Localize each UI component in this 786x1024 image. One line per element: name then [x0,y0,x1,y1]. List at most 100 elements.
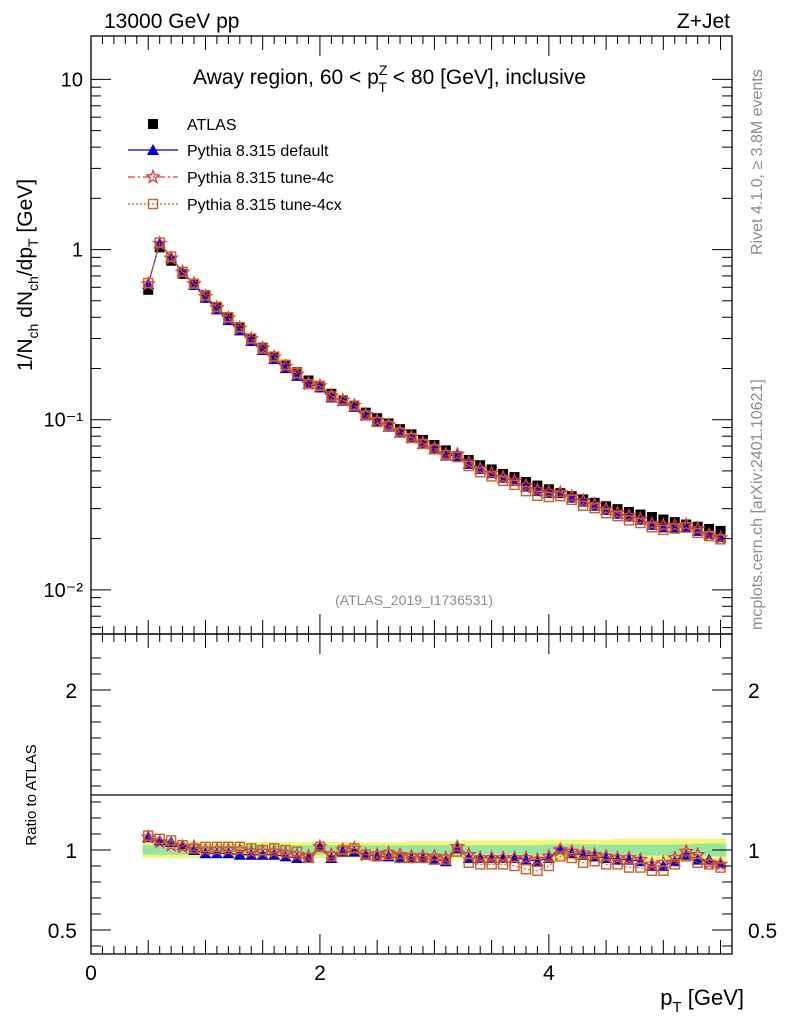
ratio-point-tune4c [426,848,443,864]
title-part-1: Away region, 60 < p [193,66,379,89]
ratio-data-marks [140,828,729,876]
point-tune4cx [589,502,600,514]
point-tune4cx [555,491,566,502]
point-tune4cx [692,527,703,539]
analysis-id: (ATLAS_2019_I1736531) [335,592,493,608]
ratio-point-tune4cx [646,865,658,876]
main-panel: 10 1 10⁻¹ 10⁻² Away region, 60 < pZ T < 80 [… [14,35,733,635]
energy-label: 13000 GeV pp [104,10,239,33]
point-tune4cx [520,485,532,497]
ratio-point-tune4cx [715,862,726,873]
point-tune4cx [646,522,658,533]
point-tune4cx [383,420,394,432]
svg-text:1/Nch dNch/dpT [GeV]: 1/Nch dNch/dpT [GeV] [14,179,41,371]
ratio-point-tune4cx [337,844,349,856]
x-axis-label: pT [GeV] [660,985,744,1016]
ratio-point-tune4cx [532,865,543,876]
point-tune4cx [200,289,211,301]
ratio-point-tune4c [575,844,592,860]
ratio-point-tune4cx [635,862,646,873]
point-tune4cx [715,534,726,545]
point-tune4c [552,484,569,500]
point-tune4c [506,472,523,488]
ratio-point-tune4c [563,843,580,859]
main-x-ticks [90,36,722,634]
ratio-point-tune4cx [177,840,188,851]
ratio-point-tune4cx [440,854,452,865]
point-tune4cx [349,400,360,411]
legend-label-tune4c: Pythia 8.315 tune-4c [187,170,334,187]
point-tune4cx [234,321,246,333]
ratio-point-tune4cx [257,844,268,856]
x-tick-label: 4 [543,962,555,985]
point-tune4cx [188,278,200,289]
ratio-point-tune4cx [165,835,177,846]
legend-label-atlas: ATLAS [187,117,237,134]
point-tune4c [632,510,649,526]
point-tune4cx [337,395,349,406]
point-tune4c [495,469,512,485]
point-tune4c [529,481,546,497]
ratio-point-tune4c [666,849,683,865]
x-tick-label: 2 [314,962,326,985]
point-tune4cx [486,471,497,482]
legend: ATLAS Pythia 8.315 default Pythia 8.315 tu… [128,117,342,214]
ratio-point-tune4cx [486,859,497,870]
point-tune4cx [417,438,429,450]
point-tune4cx [474,467,486,478]
process-label: Z+Jet [677,10,730,33]
ratio-point-tune4c [541,848,557,864]
ratio-point-tune4cx [303,852,314,864]
ratio-point-tune4cx [577,857,589,868]
point-tune4cx [623,515,635,526]
ratio-point-tune4c [689,846,706,862]
point-tune4c [483,464,500,480]
point-tune4cx [246,333,257,344]
ratio-point-tune4cx [280,844,291,856]
ratio-point-tune4cx [360,849,371,860]
point-tune4cx [543,491,555,503]
ratio-point-tune4cx [200,841,211,852]
ratio-point-tune4cx [555,851,566,862]
y-tick-label: 1 [72,240,83,262]
rivet-label: Rivet 4.1.0, ≥ 3.8M events [749,69,766,255]
ratio-point-tune4c [518,849,534,865]
ratio-point-tune4cx [658,865,669,876]
mcplots-label: mcplots.cern.ch [arXiv:2401.10621] [749,379,766,630]
point-tune4cx [154,237,165,248]
point-tune4cx [165,251,177,262]
ratio-point-tune4cx [394,852,406,864]
title-sub: T [378,79,387,95]
point-tune4cx [532,490,543,502]
ratio-point-tune4c [621,849,637,865]
y-tick-label: 10⁻¹ [44,410,84,432]
point-tune4cx [612,510,623,522]
series-line-tune4c [147,242,721,539]
ratio-point-tune4cx [543,860,555,872]
ratio-point-tune4cx [692,857,703,868]
point-tune4cx [394,427,406,438]
ratio-point-tune4c [712,856,729,872]
point-tune4cx [143,277,154,289]
ratio-point-tune4cx [497,859,509,870]
ratio-point-tune4cx [268,843,280,854]
x-tick-label: 0 [85,962,97,985]
ratio-point-tune4c [644,856,660,872]
ratio-point-tune4cx [681,851,692,862]
point-tune4c [540,483,557,499]
point-tune4cx [635,517,646,529]
ratio-point-tune4cx [234,841,246,852]
ratio-y-ticks: 0.5 0.5 1 1 2 2 [48,657,777,947]
legend-marker-atlas [148,119,158,129]
point-tune4cx [268,351,280,362]
legend-marker-tune4c [145,168,161,184]
ratio-point-tune4cx [520,864,532,875]
ratio-x-ticks: 0 2 4 [85,634,722,985]
point-tune4cx [314,380,326,392]
point-tune4cx [291,367,303,379]
point-tune4c [472,460,489,476]
series-line-tune4cx [147,241,721,540]
ratio-panel: 0.5 0.5 1 1 2 2 0 2 4 Ratio to ATLAS pT [GeV] [23,633,777,1016]
main-y-label: 1/Nch dNch/dpT [GeV] [14,179,41,371]
